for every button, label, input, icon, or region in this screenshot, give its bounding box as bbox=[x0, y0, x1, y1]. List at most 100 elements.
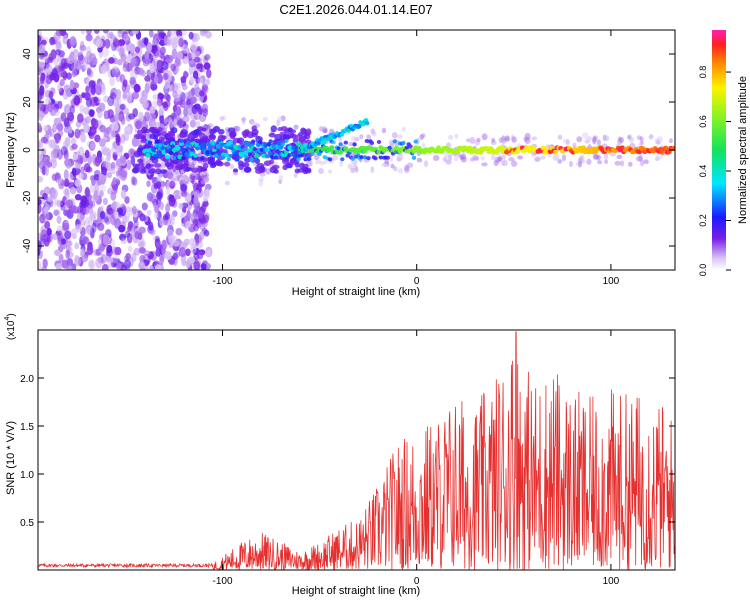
heatmap-cell bbox=[148, 168, 156, 173]
heatmap-cell bbox=[74, 256, 82, 267]
heatmap-cell bbox=[157, 108, 165, 116]
colorbar-tick-label: 0.2 bbox=[698, 214, 708, 227]
heatmap-cell bbox=[86, 245, 94, 256]
snr-scale-factor: (x104) bbox=[4, 313, 17, 340]
colorbar-tick-label: 0.4 bbox=[698, 165, 708, 178]
heatmap-cell bbox=[231, 155, 237, 160]
heatmap-cell bbox=[46, 227, 52, 236]
heatmap-cell bbox=[118, 224, 126, 233]
heatmap-cell bbox=[196, 63, 202, 70]
heatmap-cell bbox=[366, 156, 371, 161]
heatmap-cell bbox=[162, 72, 169, 81]
heatmap-cell bbox=[39, 61, 46, 68]
heatmap-cell bbox=[185, 104, 193, 116]
heatmap-cell bbox=[481, 162, 488, 167]
spectrogram-y-tick-label: -40 bbox=[22, 238, 33, 253]
heatmap-cell bbox=[127, 245, 133, 253]
heatmap-cell bbox=[296, 141, 302, 147]
heatmap-cell bbox=[157, 126, 163, 133]
heatmap-cell bbox=[246, 131, 255, 139]
heatmap-cell bbox=[604, 159, 609, 165]
heatmap-cell bbox=[185, 220, 192, 228]
heatmap-cell bbox=[224, 145, 230, 150]
heatmap-cell bbox=[162, 101, 168, 108]
heatmap-cell bbox=[43, 210, 50, 222]
heatmap-cell bbox=[57, 230, 63, 242]
heatmap-cell bbox=[339, 160, 344, 167]
spectrogram-x-tick-label: 0 bbox=[414, 276, 420, 287]
heatmap-cell bbox=[181, 189, 188, 198]
spectrogram-y-tick-label: 20 bbox=[22, 96, 33, 108]
heatmap-cell bbox=[55, 30, 63, 37]
heatmap-cell bbox=[423, 160, 429, 168]
heatmap-cell bbox=[365, 121, 370, 126]
heatmap-cell bbox=[154, 139, 160, 144]
heatmap-cell bbox=[207, 156, 214, 161]
heatmap-cell bbox=[123, 33, 129, 41]
heatmap-cell bbox=[581, 132, 589, 139]
heatmap-cell bbox=[229, 130, 237, 138]
heatmap-cell bbox=[150, 250, 157, 261]
heatmap-cell bbox=[101, 48, 110, 58]
heatmap-cell bbox=[448, 134, 454, 140]
heatmap-cell bbox=[130, 57, 137, 66]
heatmap-cell bbox=[63, 169, 69, 181]
heatmap-cell bbox=[460, 153, 467, 160]
heatmap-cell bbox=[359, 134, 364, 140]
heatmap-cell bbox=[160, 146, 165, 151]
heatmap-cell bbox=[81, 199, 87, 207]
heatmap-cell bbox=[161, 239, 167, 251]
heatmap-cell bbox=[125, 252, 131, 261]
heatmap-cell bbox=[477, 150, 483, 155]
heatmap-cell bbox=[70, 98, 76, 109]
heatmap-cell bbox=[201, 103, 209, 114]
heatmap-cell bbox=[156, 149, 162, 154]
heatmap-cell bbox=[99, 138, 106, 147]
heatmap-cell bbox=[539, 155, 546, 160]
heatmap-cell bbox=[43, 186, 51, 195]
heatmap-cell bbox=[60, 112, 67, 122]
heatmap-cell bbox=[166, 162, 174, 170]
heatmap-cell bbox=[317, 152, 322, 156]
heatmap-cell bbox=[132, 163, 139, 168]
heatmap-cell bbox=[340, 157, 345, 162]
heatmap-cell bbox=[122, 91, 128, 99]
heatmap-cell bbox=[190, 130, 199, 135]
heatmap-cell bbox=[83, 123, 91, 133]
heatmap-cell bbox=[149, 63, 155, 74]
heatmap-cell bbox=[179, 133, 186, 138]
heatmap-cell bbox=[455, 149, 461, 155]
heatmap-cell bbox=[511, 136, 517, 143]
heatmap-cell bbox=[62, 222, 70, 232]
heatmap-cell bbox=[119, 170, 126, 177]
heatmap-cell bbox=[553, 149, 559, 155]
heatmap-cell bbox=[179, 139, 184, 143]
colorbar-tick-label: 0.0 bbox=[698, 264, 708, 277]
heatmap-cell bbox=[182, 55, 189, 63]
heatmap-cell bbox=[84, 186, 90, 197]
heatmap-cell bbox=[181, 163, 189, 168]
heatmap-cell bbox=[370, 166, 375, 174]
heatmap-cell bbox=[185, 248, 191, 257]
heatmap-cell bbox=[654, 138, 660, 145]
heatmap-cell bbox=[170, 63, 177, 72]
heatmap-cell bbox=[81, 255, 88, 263]
heatmap-cell bbox=[98, 102, 106, 112]
snr-y-tick-label: 2.0 bbox=[20, 374, 34, 385]
heatmap-cell bbox=[338, 136, 343, 142]
heatmap-cell bbox=[620, 160, 625, 167]
heatmap-cell bbox=[165, 251, 172, 260]
spectrogram-y-label: Frequency (Hz) bbox=[5, 112, 17, 188]
heatmap-cell bbox=[318, 126, 324, 132]
heatmap-cell bbox=[63, 149, 69, 161]
heatmap-cell bbox=[604, 135, 610, 142]
heatmap-cell bbox=[131, 167, 139, 174]
heatmap-cell bbox=[204, 54, 211, 61]
heatmap-cell bbox=[85, 85, 90, 93]
heatmap-cell bbox=[119, 73, 126, 84]
heatmap-cell bbox=[206, 68, 212, 79]
heatmap-cell bbox=[133, 83, 141, 93]
heatmap-cell bbox=[192, 182, 200, 193]
heatmap-cell bbox=[421, 142, 426, 148]
heatmap-cell bbox=[186, 140, 191, 145]
